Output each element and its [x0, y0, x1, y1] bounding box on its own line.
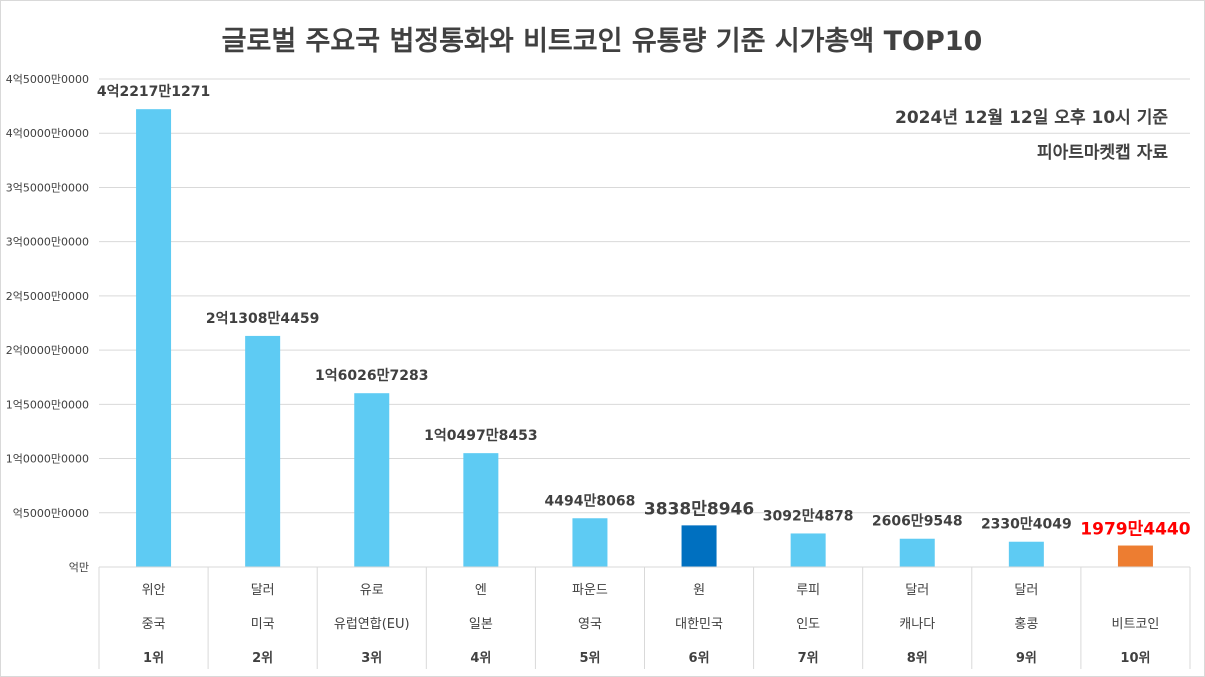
bars — [136, 109, 1153, 567]
category-rank: 4위 — [470, 651, 491, 666]
category-rank: 1위 — [143, 651, 164, 666]
value-label: 4억2217만1271 — [97, 84, 210, 100]
value-label: 1억6026만7283 — [315, 368, 428, 384]
value-label: 3838만8946 — [644, 499, 754, 519]
category-currency: 달러 — [251, 583, 275, 598]
category-rank: 10위 — [1120, 651, 1150, 666]
bar — [681, 525, 717, 567]
y-tick-label: 3억5000만0000 — [6, 181, 89, 194]
grid-lines — [99, 78, 1190, 514]
value-label: 1979만4440 — [1080, 520, 1190, 540]
y-tick-label: 4억5000만0000 — [6, 73, 89, 86]
y-tick-label: 3억0000만0000 — [6, 236, 89, 249]
y-tick-label: 억5000만0000 — [13, 507, 89, 520]
category-currency: 엔 — [475, 583, 487, 598]
category-rank: 3위 — [361, 651, 382, 666]
category-currency: 달러 — [1014, 583, 1038, 598]
y-tick-label: 1억5000만0000 — [6, 398, 89, 411]
y-tick-label: 1억0000만0000 — [6, 453, 89, 466]
bar — [136, 109, 172, 567]
bar — [899, 538, 935, 567]
category-rank: 7위 — [798, 651, 819, 666]
y-tick-label: 2억5000만0000 — [6, 290, 89, 303]
category-rank: 8위 — [907, 651, 928, 666]
category-country: 미국 — [251, 617, 275, 632]
y-axis-tick-labels: 억만 억5000만0000 1억0000만0000 1억5000만0000 2억0000… — [6, 73, 89, 574]
category-currency: 루피 — [796, 583, 820, 598]
category-rank: 9위 — [1016, 651, 1037, 666]
category-currency: 원 — [693, 583, 705, 598]
category-currency: 달러 — [905, 583, 929, 598]
category-country: 중국 — [142, 617, 166, 632]
category-rank: 6위 — [689, 651, 710, 666]
bar — [1117, 545, 1153, 567]
value-label: 1억0497만8453 — [424, 428, 537, 444]
bar — [463, 453, 499, 567]
value-label: 3092만4878 — [763, 508, 854, 524]
bar — [354, 393, 390, 567]
bar — [790, 533, 826, 567]
category-country: 유럽연합(EU) — [334, 617, 410, 632]
category-rank: 5위 — [579, 651, 600, 666]
y-tick-label: 4억0000만0000 — [6, 127, 89, 140]
value-label: 2억1308만4459 — [206, 311, 319, 327]
chart-title: 글로벌 주요국 법정통화와 비트코인 유통량 기준 시가총액 TOP10 — [222, 26, 983, 57]
bar — [1008, 541, 1044, 567]
y-tick-label: 2억0000만0000 — [6, 344, 89, 357]
bar — [572, 518, 608, 567]
category-country: 홍콩 — [1014, 617, 1038, 632]
value-label: 4494만8068 — [545, 493, 636, 509]
annotation-date: 2024년 12월 12일 오후 10시 기준 — [895, 107, 1168, 128]
category-country: 인도 — [796, 617, 820, 632]
bar — [245, 335, 281, 567]
category-country: 캐나다 — [899, 617, 935, 632]
value-label: 2606만9548 — [872, 514, 963, 530]
category-country: 대한민국 — [675, 617, 723, 632]
y-tick-label: 억만 — [69, 561, 89, 574]
category-rank: 2위 — [252, 651, 273, 666]
category-country: 영국 — [578, 617, 602, 632]
category-currency: 파운드 — [572, 583, 608, 598]
category-currency: 유로 — [360, 583, 384, 598]
category-currency: 위안 — [142, 583, 166, 598]
value-label: 2330만4049 — [981, 517, 1072, 533]
annotation-source: 피아트마켓캡 자료 — [1037, 143, 1168, 163]
category-country: 일본 — [469, 617, 493, 632]
value-labels: 4억2217만1271 2억1308만4459 1억6026만7283 1억0497만… — [97, 84, 1191, 539]
category-country: 비트코인 — [1112, 617, 1160, 632]
